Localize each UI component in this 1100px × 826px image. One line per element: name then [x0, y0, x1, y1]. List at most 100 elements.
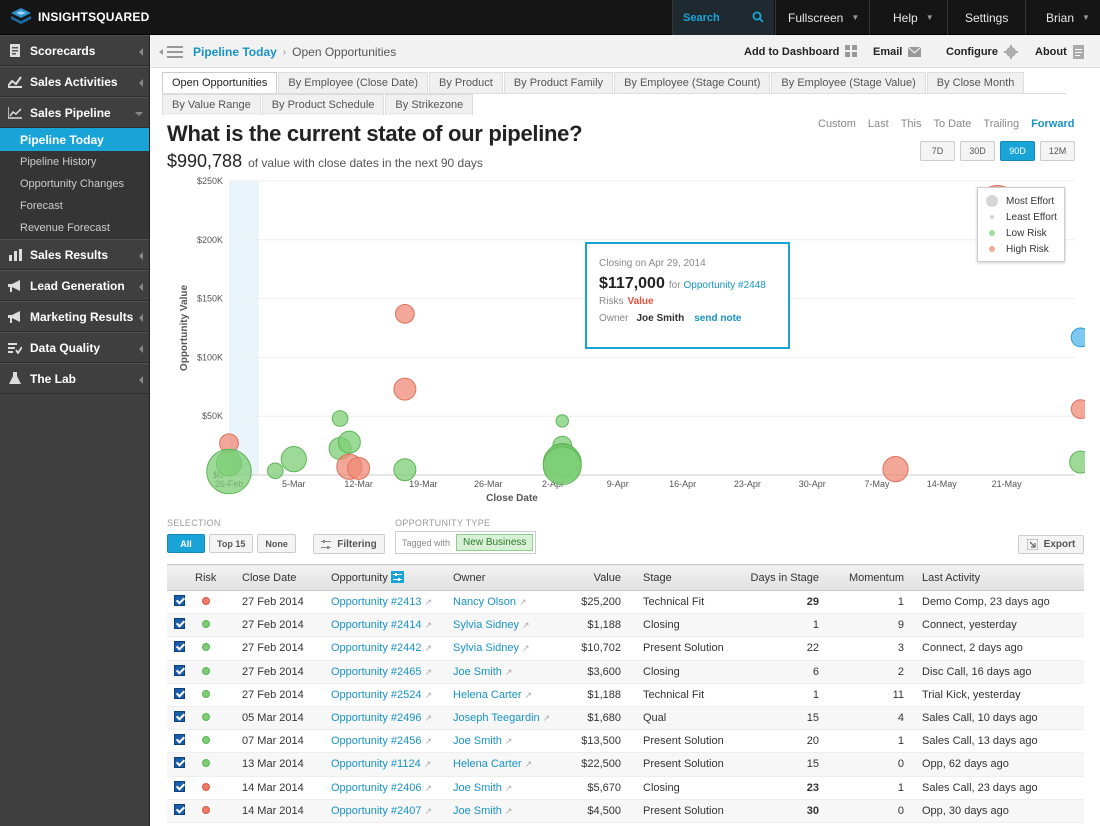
external-link-icon[interactable]: ↗	[424, 736, 433, 747]
sidebar-item-sales-results[interactable]: Sales Results	[0, 239, 149, 270]
sidebar-subitem-revenue-forecast[interactable]: Revenue Forecast	[20, 222, 110, 234]
sidebar-item-lead-generation[interactable]: Lead Generation	[0, 270, 149, 301]
row-checkbox[interactable]	[174, 641, 185, 653]
send-note-link[interactable]: send note	[694, 313, 742, 324]
sidebar-item-data-quality[interactable]: Data Quality	[0, 332, 149, 363]
external-link-icon[interactable]: ↗	[524, 759, 533, 770]
table-row[interactable]: 14 Mar 2014 Opportunity #2406 ↗ Joe Smith ↗ $…	[167, 776, 1084, 800]
opportunity-link[interactable]: Opportunity #2524	[331, 688, 422, 701]
external-link-icon[interactable]: ↗	[424, 597, 433, 608]
tab-by-strikezone[interactable]: By Strikezone	[385, 94, 474, 115]
table-row[interactable]: 27 Feb 2014 Opportunity #2465 ↗ Joe Smith ↗ $…	[167, 660, 1084, 684]
owner-link[interactable]: Sylvia Sidney	[453, 619, 520, 632]
owner-link[interactable]: Joe Smith	[453, 665, 502, 678]
time-link-forward[interactable]: Forward	[1031, 118, 1075, 130]
sidebar-subitem-pipeline-history[interactable]: Pipeline History	[20, 156, 97, 168]
sidebar-item-sales-pipeline[interactable]: Sales Pipeline	[0, 97, 149, 128]
tab-by-close-month[interactable]: By Close Month	[926, 72, 1025, 93]
table-row[interactable]: 27 Feb 2014 Opportunity #2442 ↗ Sylvia Sidn…	[167, 636, 1084, 661]
row-checkbox[interactable]	[174, 780, 185, 792]
time-link-custom[interactable]: Custom	[818, 118, 856, 130]
breadcrumb-parent[interactable]: Pipeline Today	[193, 45, 277, 59]
time-link-last[interactable]: Last	[867, 118, 889, 130]
external-link-icon[interactable]: ↗	[424, 689, 433, 700]
owner-link[interactable]: Nancy Olson	[453, 596, 516, 609]
owner-link[interactable]: Joseph Teegardin	[453, 712, 540, 725]
range-12m-button[interactable]: 12M	[1040, 141, 1075, 161]
external-link-icon[interactable]: ↗	[504, 736, 513, 747]
sidebar-item-the-lab[interactable]: The Lab	[0, 363, 149, 394]
opportunity-link[interactable]: Opportunity #2406	[331, 781, 422, 794]
row-checkbox[interactable]	[174, 803, 185, 815]
sidebar-item-sales-activities[interactable]: Sales Activities	[0, 66, 149, 97]
time-link-this[interactable]: This	[900, 118, 922, 130]
col-header-opportunity[interactable]: Opportunity	[331, 564, 453, 591]
opportunity-type-tag[interactable]: New Business	[456, 534, 534, 551]
external-link-icon[interactable]: ↗	[423, 759, 432, 770]
opportunity-link[interactable]: Opportunity #2442	[331, 642, 422, 655]
external-link-icon[interactable]: ↗	[522, 620, 530, 631]
external-link-icon[interactable]: ↗	[524, 689, 533, 700]
opportunity-link[interactable]: Opportunity #2465	[331, 665, 422, 678]
user-menu[interactable]: Brian ▼	[1025, 0, 1100, 35]
col-header-risk[interactable]: Risk	[195, 564, 242, 591]
row-checkbox[interactable]	[174, 595, 185, 607]
settings-menu[interactable]: Settings	[947, 0, 1025, 35]
time-link-trailing[interactable]: Trailing	[983, 118, 1020, 130]
range-30d-button[interactable]: 30D	[960, 141, 995, 161]
opportunity-link[interactable]: Opportunity #1124	[331, 758, 421, 771]
time-link-to-date[interactable]: To Date	[933, 118, 972, 130]
help-menu[interactable]: Help ▼	[869, 0, 947, 35]
add-to-dashboard-button[interactable]: Add to Dashboard	[744, 45, 859, 59]
table-row[interactable]: 07 Mar 2014 Opportunity #2456 ↗ Joe Smith ↗ $…	[167, 729, 1084, 754]
col-header-close-date[interactable]: Close Date	[242, 564, 331, 591]
owner-link[interactable]: Joe Smith	[453, 804, 502, 817]
email-button[interactable]: Email	[873, 45, 924, 58]
table-row[interactable]: 05 Mar 2014 Opportunity #2496 ↗ Joseph Teeg…	[167, 706, 1084, 731]
external-link-icon[interactable]: ↗	[504, 666, 513, 677]
opportunity-link[interactable]: Opportunity #2414	[331, 619, 422, 632]
row-checkbox[interactable]	[174, 757, 185, 769]
collapse-menu-icon[interactable]	[159, 45, 185, 59]
opportunity-type-filter[interactable]: Tagged with New Business	[395, 531, 536, 554]
col-header-days-in-stage[interactable]: Days in Stage	[741, 564, 819, 591]
external-link-icon[interactable]: ↗	[424, 713, 433, 724]
tab-by-product[interactable]: By Product	[429, 72, 503, 93]
col-header-owner[interactable]: Owner	[453, 564, 561, 591]
col-header-value[interactable]: Value	[561, 564, 643, 591]
filtering-button[interactable]: Filtering	[313, 534, 385, 554]
external-link-icon[interactable]: ↗	[504, 782, 513, 793]
external-link-icon[interactable]: ↗	[522, 643, 530, 654]
tab-by-employee-stage-value[interactable]: By Employee (Stage Value)	[771, 72, 926, 93]
table-row[interactable]: 14 Mar 2014 Opportunity #2407 ↗ Joe Smith ↗ $…	[167, 799, 1084, 823]
external-link-icon[interactable]: ↗	[424, 666, 433, 677]
sidebar-item-scorecards[interactable]: Scorecards	[0, 35, 149, 66]
tab-open-opportunities[interactable]: Open Opportunities	[162, 72, 278, 93]
external-link-icon[interactable]: ↗	[424, 620, 433, 631]
range-90d-button[interactable]: 90D	[1000, 141, 1035, 161]
select-none-button[interactable]: None	[257, 534, 296, 553]
tab-by-employee-stage-count[interactable]: By Employee (Stage Count)	[614, 72, 771, 93]
export-button[interactable]: Export	[1018, 535, 1084, 554]
tab-by-product-family[interactable]: By Product Family	[503, 72, 614, 93]
external-link-icon[interactable]: ↗	[424, 805, 433, 816]
search-box[interactable]: Search	[672, 0, 774, 35]
row-checkbox[interactable]	[174, 687, 185, 699]
tab-by-employee-close-date[interactable]: By Employee (Close Date)	[278, 72, 428, 93]
select-top15-button[interactable]: Top 15	[209, 534, 254, 553]
column-filter-icon[interactable]	[390, 571, 404, 583]
table-row[interactable]: 27 Feb 2014 Opportunity #2414 ↗ Sylvia Sidn…	[167, 613, 1084, 638]
app-logo[interactable]: INSIGHTSQUARED	[10, 7, 149, 27]
owner-link[interactable]: Helena Carter	[453, 688, 522, 701]
tab-by-product-schedule[interactable]: By Product Schedule	[261, 94, 385, 115]
opportunity-link[interactable]: Opportunity #2496	[331, 712, 422, 725]
row-checkbox[interactable]	[174, 664, 185, 676]
external-link-icon[interactable]: ↗	[542, 713, 551, 724]
row-checkbox[interactable]	[174, 734, 185, 746]
configure-button[interactable]: Configure	[946, 45, 1018, 59]
table-row[interactable]: 27 Feb 2014 Opportunity #2413 ↗ Nancy Olson…	[167, 590, 1084, 615]
owner-link[interactable]: Joe Smith	[453, 781, 502, 794]
select-all-button[interactable]: All	[167, 534, 205, 553]
owner-link[interactable]: Helena Carter	[453, 758, 522, 771]
sidebar-subitem-forecast[interactable]: Forecast	[20, 200, 63, 212]
